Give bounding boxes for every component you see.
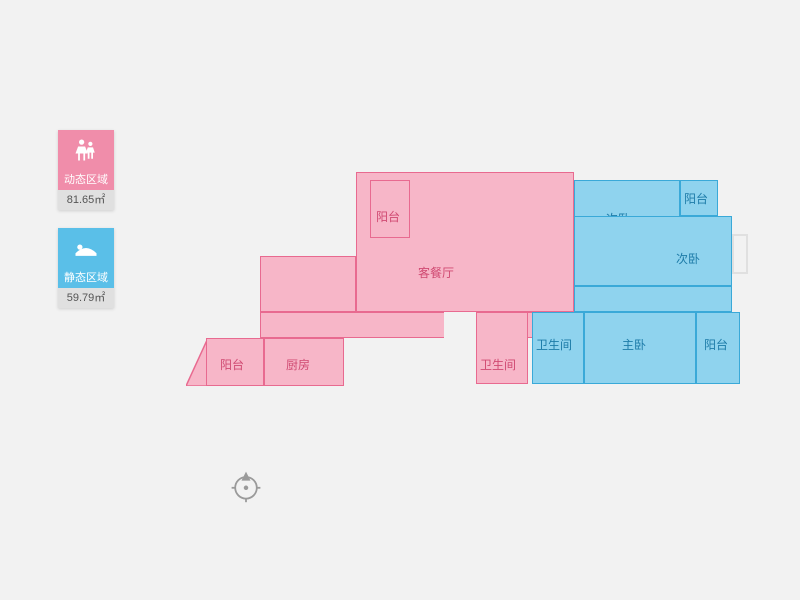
room-balc_nw xyxy=(370,180,410,238)
room-door_gap xyxy=(444,312,476,342)
exterior-window-box xyxy=(732,234,748,274)
legend: 动态区域 81.65㎡ 静态区域 59.79㎡ xyxy=(58,130,122,326)
legend-dynamic-title: 动态区域 xyxy=(58,170,114,190)
room-balc_ne xyxy=(680,180,718,216)
compass-icon xyxy=(228,468,264,504)
legend-dynamic: 动态区域 81.65㎡ xyxy=(58,130,114,210)
room-balc_se xyxy=(696,312,740,384)
legend-static-value: 59.79㎡ xyxy=(58,288,114,308)
sleep-icon xyxy=(58,228,114,268)
room-bath2 xyxy=(532,312,584,384)
people-icon xyxy=(58,130,114,170)
floor-plan: 客餐厅阳台厨房阳台卫生间次卧阳台次卧卫生间主卧阳台 xyxy=(198,172,760,422)
room-kitchen xyxy=(264,338,344,386)
room-bed2b xyxy=(574,216,732,286)
room-master xyxy=(584,312,696,384)
room-bath1 xyxy=(476,312,528,384)
room-balc_sw xyxy=(206,338,264,386)
legend-static-title: 静态区域 xyxy=(58,268,114,288)
legend-dynamic-value: 81.65㎡ xyxy=(58,190,114,210)
legend-static: 静态区域 59.79㎡ xyxy=(58,228,114,308)
balcony-sw-angle xyxy=(186,338,208,386)
room-hall_ext xyxy=(260,256,356,312)
room-corridor xyxy=(574,286,732,312)
